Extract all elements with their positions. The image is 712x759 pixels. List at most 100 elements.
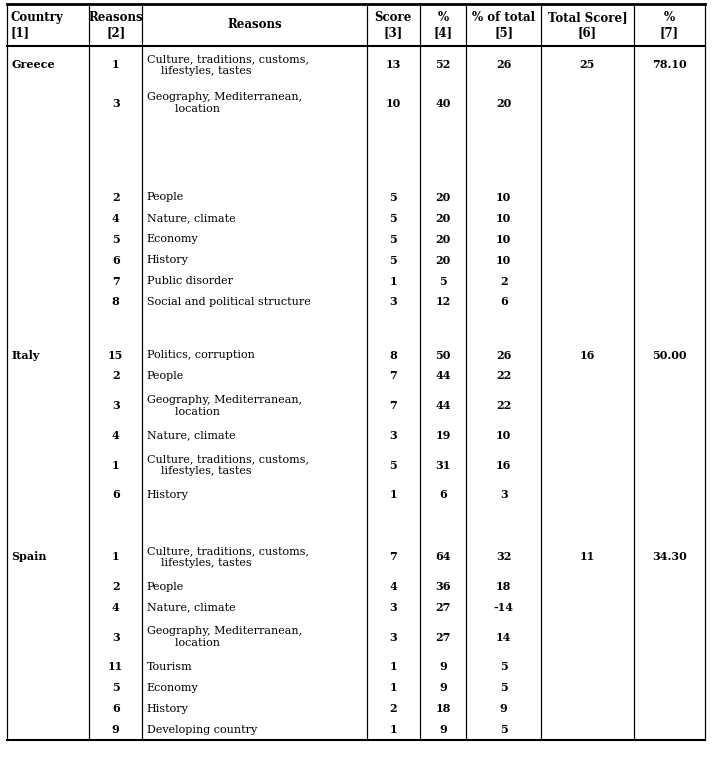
Text: 40: 40 [436, 98, 451, 109]
Text: Country
[1]: Country [1] [11, 11, 63, 39]
Text: 3: 3 [112, 98, 120, 109]
Text: 20: 20 [436, 192, 451, 203]
Text: 5: 5 [389, 460, 397, 471]
Text: 7: 7 [389, 370, 397, 382]
Text: 10: 10 [496, 192, 511, 203]
Text: %
[4]: % [4] [434, 11, 453, 39]
Text: 1: 1 [389, 276, 397, 287]
Text: 3: 3 [389, 297, 397, 307]
Text: 10: 10 [496, 430, 511, 441]
Text: Culture, traditions, customs,
    lifestyles, tastes: Culture, traditions, customs, lifestyles… [147, 454, 309, 476]
Text: 3: 3 [389, 430, 397, 441]
Text: Greece: Greece [11, 59, 55, 71]
Text: 10: 10 [386, 98, 401, 109]
Text: Tourism: Tourism [147, 662, 192, 672]
Text: 1: 1 [389, 661, 397, 672]
Text: 5: 5 [389, 255, 397, 266]
Text: 12: 12 [436, 297, 451, 307]
Text: % of total
[5]: % of total [5] [472, 11, 535, 39]
Text: People: People [147, 371, 184, 381]
Text: 4: 4 [112, 213, 120, 224]
Text: 44: 44 [436, 370, 451, 382]
Text: 52: 52 [436, 59, 451, 71]
Text: Spain: Spain [11, 551, 47, 562]
Text: 50: 50 [436, 350, 451, 361]
Text: 6: 6 [439, 490, 447, 500]
Text: Developing country: Developing country [147, 725, 257, 735]
Text: 36: 36 [436, 581, 451, 592]
Text: %
[7]: % [7] [660, 11, 679, 39]
Text: 20: 20 [436, 234, 451, 245]
Text: 18: 18 [496, 581, 511, 592]
Text: Geography, Mediterranean,
        location: Geography, Mediterranean, location [147, 626, 302, 648]
Text: 5: 5 [112, 682, 120, 693]
Text: 6: 6 [500, 297, 508, 307]
Text: 16: 16 [580, 350, 595, 361]
Text: 22: 22 [496, 370, 511, 382]
Text: 18: 18 [436, 703, 451, 714]
Text: 14: 14 [496, 631, 511, 643]
Text: 2: 2 [112, 370, 120, 382]
Text: 3: 3 [112, 400, 120, 411]
Text: Social and political structure: Social and political structure [147, 297, 310, 307]
Text: 1: 1 [112, 59, 120, 71]
Text: 5: 5 [500, 682, 508, 693]
Text: 32: 32 [496, 551, 511, 562]
Text: 5: 5 [439, 276, 447, 287]
Text: 44: 44 [436, 400, 451, 411]
Text: 50.00: 50.00 [652, 350, 686, 361]
Text: Reasons
[2]: Reasons [2] [88, 11, 143, 39]
Text: Economy: Economy [147, 235, 199, 244]
Text: 1: 1 [389, 490, 397, 500]
Text: 20: 20 [436, 255, 451, 266]
Text: 9: 9 [439, 661, 447, 672]
Text: 5: 5 [112, 234, 120, 245]
Text: Total Score]
[6]: Total Score] [6] [548, 11, 627, 39]
Text: 19: 19 [436, 430, 451, 441]
Text: Public disorder: Public disorder [147, 276, 233, 286]
Text: 3: 3 [112, 631, 120, 643]
Text: 5: 5 [389, 234, 397, 245]
Text: 64: 64 [436, 551, 451, 562]
Text: 7: 7 [389, 551, 397, 562]
Text: Nature, climate: Nature, climate [147, 430, 235, 440]
Text: 4: 4 [389, 581, 397, 592]
Text: Score
[3]: Score [3] [375, 11, 412, 39]
Text: 3: 3 [389, 602, 397, 613]
Text: 26: 26 [496, 59, 511, 71]
Text: 15: 15 [108, 350, 123, 361]
Text: 2: 2 [112, 581, 120, 592]
Text: 10: 10 [496, 234, 511, 245]
Text: 2: 2 [500, 276, 508, 287]
Text: 11: 11 [108, 661, 123, 672]
Text: Culture, traditions, customs,
    lifestyles, tastes: Culture, traditions, customs, lifestyles… [147, 54, 309, 76]
Text: Nature, climate: Nature, climate [147, 603, 235, 613]
Text: 4: 4 [112, 430, 120, 441]
Text: 7: 7 [112, 276, 120, 287]
Text: 8: 8 [112, 297, 120, 307]
Text: -14: -14 [493, 602, 514, 613]
Text: 5: 5 [389, 213, 397, 224]
Text: 22: 22 [496, 400, 511, 411]
Text: Economy: Economy [147, 683, 199, 693]
Text: 26: 26 [496, 350, 511, 361]
Text: 6: 6 [112, 255, 120, 266]
Text: People: People [147, 193, 184, 203]
Text: 16: 16 [496, 460, 511, 471]
Text: 7: 7 [389, 400, 397, 411]
Text: 3: 3 [500, 490, 508, 500]
Text: Politics, corruption: Politics, corruption [147, 350, 255, 360]
Text: 2: 2 [389, 703, 397, 714]
Text: 1: 1 [112, 460, 120, 471]
Text: Reasons: Reasons [227, 18, 282, 31]
Text: 20: 20 [436, 213, 451, 224]
Text: 13: 13 [386, 59, 401, 71]
Text: 34.30: 34.30 [652, 551, 686, 562]
Text: 5: 5 [500, 724, 508, 735]
Text: Nature, climate: Nature, climate [147, 213, 235, 223]
Text: Geography, Mediterranean,
        location: Geography, Mediterranean, location [147, 93, 302, 115]
Text: 8: 8 [389, 350, 397, 361]
Text: Geography, Mediterranean,
        location: Geography, Mediterranean, location [147, 395, 302, 417]
Text: 4: 4 [112, 602, 120, 613]
Text: 9: 9 [112, 724, 120, 735]
